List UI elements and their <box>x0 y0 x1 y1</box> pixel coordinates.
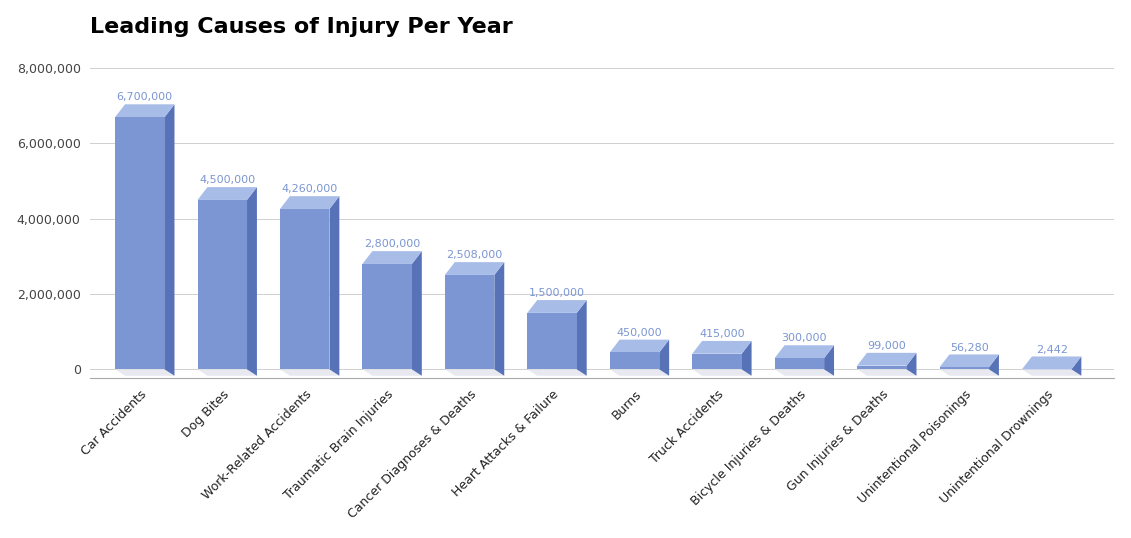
Polygon shape <box>1022 357 1081 369</box>
Text: 415,000: 415,000 <box>699 329 744 339</box>
Polygon shape <box>329 196 339 376</box>
Polygon shape <box>988 355 999 376</box>
Polygon shape <box>362 370 422 376</box>
Polygon shape <box>444 370 504 376</box>
Polygon shape <box>1071 357 1081 376</box>
Text: 4,260,000: 4,260,000 <box>282 184 338 194</box>
Polygon shape <box>742 341 752 376</box>
Polygon shape <box>824 345 834 376</box>
Polygon shape <box>1022 370 1081 376</box>
Text: Leading Causes of Injury Per Year: Leading Causes of Injury Per Year <box>90 17 513 37</box>
Text: 2,508,000: 2,508,000 <box>447 250 502 260</box>
Polygon shape <box>775 370 834 376</box>
Text: 450,000: 450,000 <box>616 328 663 338</box>
Bar <box>362 264 412 370</box>
Polygon shape <box>280 370 339 376</box>
Polygon shape <box>115 370 174 376</box>
Polygon shape <box>494 262 504 376</box>
Polygon shape <box>165 104 174 376</box>
Text: 6,700,000: 6,700,000 <box>116 93 173 102</box>
Text: 2,442: 2,442 <box>1036 344 1068 355</box>
Polygon shape <box>198 187 257 200</box>
Polygon shape <box>198 370 257 376</box>
Bar <box>527 313 577 370</box>
Bar <box>775 358 824 370</box>
Polygon shape <box>115 104 174 117</box>
Text: 2,800,000: 2,800,000 <box>364 239 421 249</box>
Polygon shape <box>362 251 422 264</box>
Polygon shape <box>692 341 752 354</box>
Text: 1,500,000: 1,500,000 <box>529 288 585 298</box>
Polygon shape <box>280 196 339 209</box>
Polygon shape <box>857 370 916 376</box>
Polygon shape <box>577 300 587 376</box>
Polygon shape <box>412 251 422 376</box>
Bar <box>444 275 494 370</box>
Bar <box>610 352 659 370</box>
Polygon shape <box>940 370 999 376</box>
Bar <box>940 367 988 370</box>
Polygon shape <box>775 345 834 358</box>
Bar <box>280 209 329 370</box>
Text: 99,000: 99,000 <box>867 341 906 351</box>
Polygon shape <box>247 187 257 376</box>
Bar <box>115 117 165 370</box>
Text: 4,500,000: 4,500,000 <box>199 175 256 185</box>
Polygon shape <box>940 355 999 367</box>
Text: 56,280: 56,280 <box>950 343 988 352</box>
Bar <box>198 200 247 370</box>
Polygon shape <box>527 300 587 313</box>
Bar <box>692 354 742 370</box>
Polygon shape <box>857 353 916 366</box>
Polygon shape <box>610 370 670 376</box>
Bar <box>857 366 907 370</box>
Polygon shape <box>659 339 670 376</box>
Polygon shape <box>527 370 587 376</box>
Text: 300,000: 300,000 <box>782 334 827 343</box>
Polygon shape <box>444 262 504 275</box>
Polygon shape <box>692 370 752 376</box>
Polygon shape <box>907 353 916 376</box>
Polygon shape <box>610 339 670 352</box>
